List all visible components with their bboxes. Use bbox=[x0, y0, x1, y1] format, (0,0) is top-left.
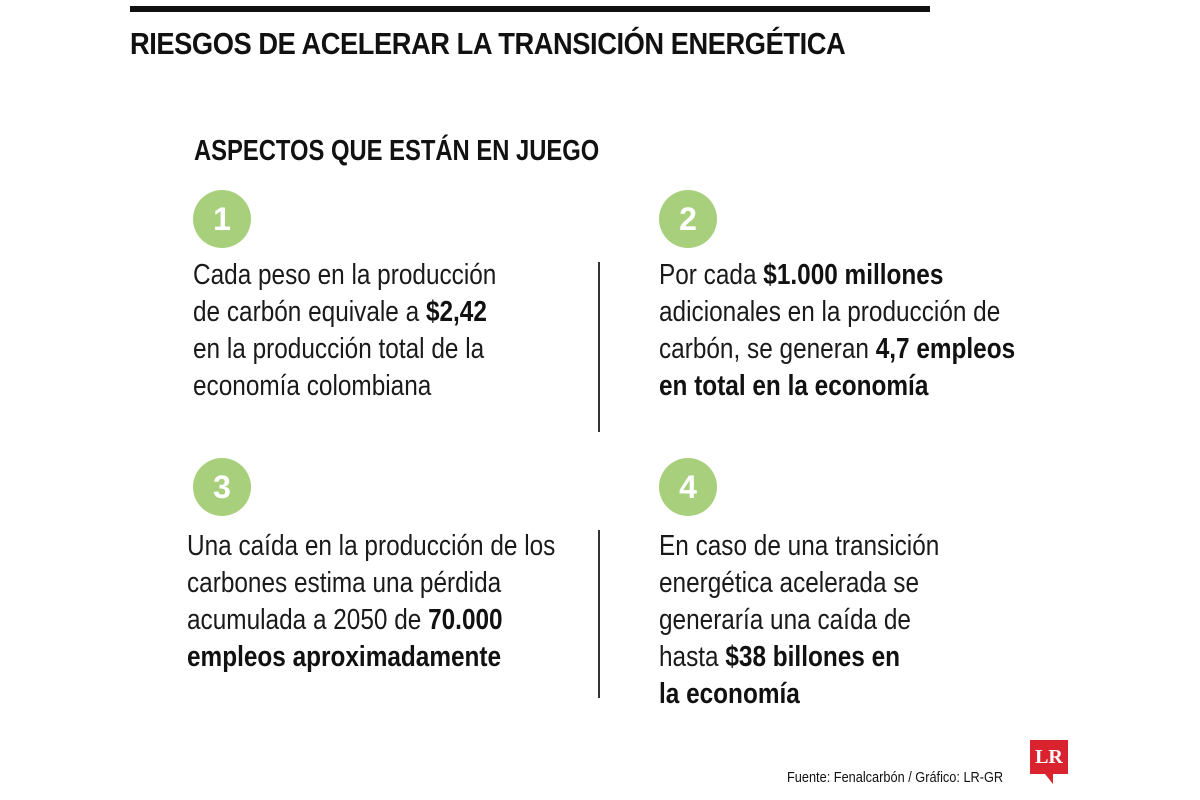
item-line: generaría una caída de bbox=[659, 602, 939, 639]
number-badge-4: 4 bbox=[659, 458, 717, 516]
item-run: economía colombiana bbox=[193, 370, 432, 402]
item-line: adicionales en la producción de bbox=[659, 294, 1015, 331]
item-run: Cada peso en la producción bbox=[193, 259, 497, 291]
item-highlight: $1.000 millones bbox=[763, 259, 944, 291]
item-run: carbón, se generan bbox=[659, 333, 876, 365]
item-highlight: empleos aproximadamente bbox=[187, 641, 502, 673]
section-title: ASPECTOS QUE ESTÁN EN JUEGO bbox=[194, 135, 600, 167]
item-run: de carbón equivale a bbox=[193, 296, 426, 328]
item-run: Una caída en la producción de los bbox=[187, 530, 556, 562]
item-run: en la producción total de la bbox=[193, 333, 485, 365]
item-highlight: 70.000 bbox=[428, 604, 503, 636]
item-line: Una caída en la producción de los bbox=[187, 528, 555, 565]
item-line: carbones estima una pérdida bbox=[187, 565, 555, 602]
item-line: acumulada a 2050 de 70.000 bbox=[187, 602, 555, 639]
item-run: carbones estima una pérdida bbox=[187, 567, 502, 599]
lr-logo: LR bbox=[1030, 740, 1068, 774]
item-line: en total en la economía bbox=[659, 368, 1015, 405]
number-badge-1: 1 bbox=[193, 190, 251, 248]
item-run: generaría una caída de bbox=[659, 604, 911, 636]
source-credit: Fuente: Fenalcarbón / Gráfico: LR-GR bbox=[787, 769, 1004, 786]
item-line: carbón, se generan 4,7 empleos bbox=[659, 331, 1015, 368]
item-line: en la producción total de la bbox=[193, 331, 496, 368]
item-highlight: la economía bbox=[659, 678, 800, 710]
item-text-4: En caso de una transición energética acel… bbox=[659, 528, 939, 713]
item-highlight: $38 billones en bbox=[725, 641, 901, 673]
column-divider-bottom bbox=[598, 530, 600, 698]
item-run: adicionales en la producción de bbox=[659, 296, 1001, 328]
number-badge-3: 3 bbox=[193, 458, 251, 516]
item-line: En caso de una transición bbox=[659, 528, 939, 565]
item-line: economía colombiana bbox=[193, 368, 496, 405]
item-run: En caso de una transición bbox=[659, 530, 940, 562]
item-line: energética acelerada se bbox=[659, 565, 939, 602]
item-line: la economía bbox=[659, 676, 939, 713]
item-run: acumulada a 2050 de bbox=[187, 604, 429, 636]
item-run: energética acelerada se bbox=[659, 567, 920, 599]
item-highlight: en total en la economía bbox=[659, 370, 929, 402]
item-line: empleos aproximadamente bbox=[187, 639, 555, 676]
item-run: Por cada bbox=[659, 259, 764, 291]
page-title: RIESGOS DE ACELERAR LA TRANSICIÓN ENERGÉ… bbox=[130, 26, 846, 61]
item-highlight: 4,7 empleos bbox=[875, 333, 1016, 365]
number-badge-2: 2 bbox=[659, 190, 717, 248]
lr-logo-tail bbox=[1045, 774, 1053, 784]
item-line: de carbón equivale a $2,42 bbox=[193, 294, 496, 331]
item-text-3: Una caída en la producción de los carbone… bbox=[187, 528, 555, 676]
item-line: hasta $38 billones en bbox=[659, 639, 939, 676]
item-text-1: Cada peso en la producción de carbón equi… bbox=[193, 257, 496, 405]
item-line: Cada peso en la producción bbox=[193, 257, 496, 294]
item-run: hasta bbox=[659, 641, 726, 673]
item-text-2: Por cada $1.000 millones adicionales en l… bbox=[659, 257, 1015, 405]
top-rule bbox=[130, 6, 930, 12]
item-line: Por cada $1.000 millones bbox=[659, 257, 1015, 294]
item-highlight: $2,42 bbox=[425, 296, 487, 328]
column-divider-top bbox=[598, 262, 600, 432]
